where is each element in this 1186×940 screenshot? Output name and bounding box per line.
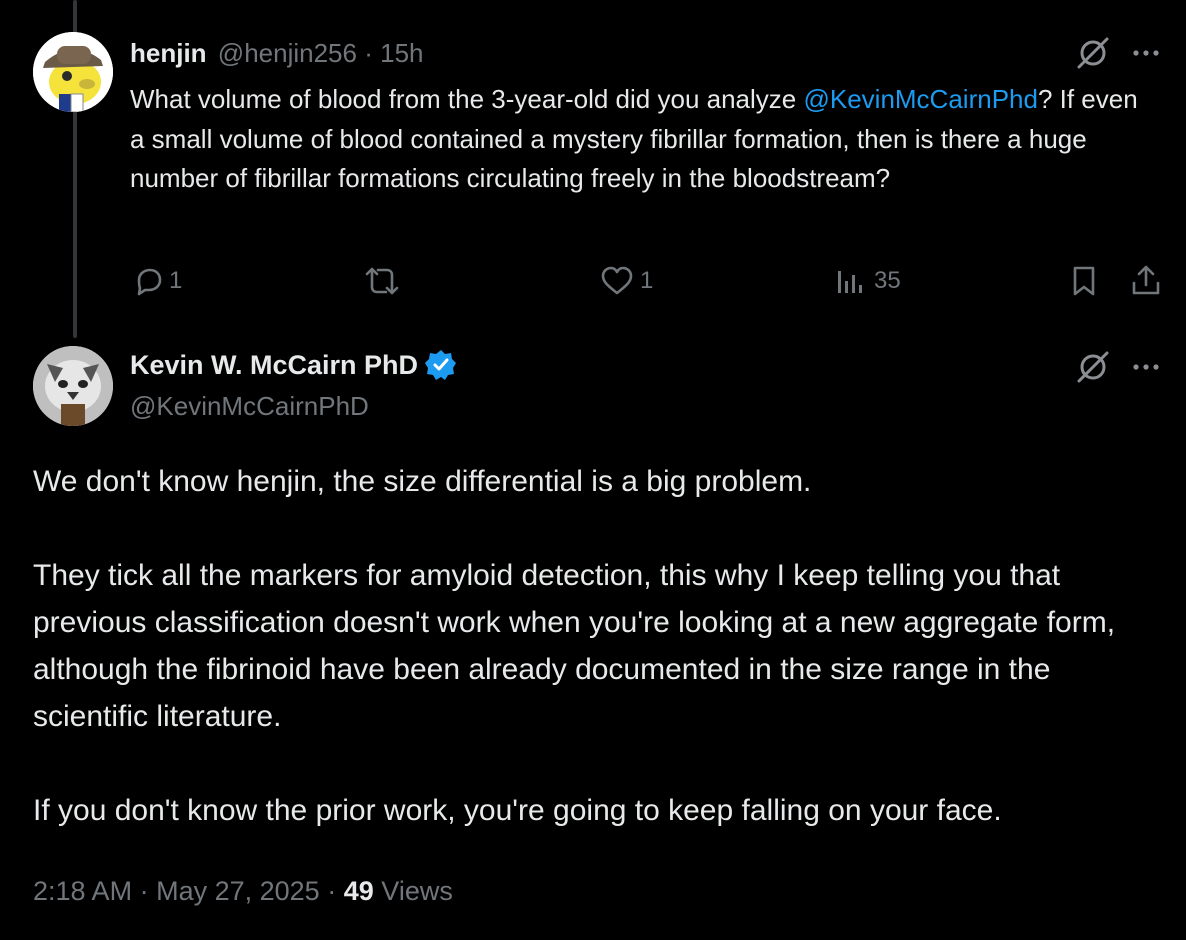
grok-icon[interactable]: [1075, 35, 1111, 71]
reply-button[interactable]: 1: [133, 265, 182, 297]
tweet-meta: 2:18 AM · May 27, 2025 · 49 Views: [33, 876, 453, 907]
reply-header: henjin @henjin256 · 15h: [130, 38, 424, 69]
share-icon: [1132, 265, 1160, 295]
reply-icon: [137, 268, 162, 296]
like-count: 1: [640, 267, 654, 294]
views-icon: [838, 271, 862, 293]
meta-dot-2: ·: [327, 876, 337, 906]
views-count: 35: [874, 267, 901, 294]
views-label: Views: [381, 876, 453, 906]
tweet-date[interactable]: May 27, 2025: [156, 876, 320, 906]
tweet-time[interactable]: 2:18 AM: [33, 876, 133, 906]
views-total: 49: [343, 876, 374, 906]
main-tweet-text: We don't know henjin, the size different…: [33, 458, 1163, 834]
reply-time[interactable]: 15h: [380, 38, 424, 68]
repost-button[interactable]: [364, 265, 404, 297]
more-icon[interactable]: [1128, 357, 1164, 377]
reply-count: 1: [169, 267, 183, 294]
thread-connector-line: [73, 0, 77, 338]
repost-icon: [365, 267, 399, 295]
reply-mention-link[interactable]: @KevinMcCairnPhd: [803, 84, 1038, 114]
verified-badge-icon[interactable]: [424, 348, 458, 382]
reply-display-name[interactable]: henjin: [130, 38, 207, 68]
main-paragraph-3: If you don't know the prior work, you're…: [33, 794, 1002, 827]
grok-icon[interactable]: [1075, 349, 1111, 385]
main-paragraph-2: They tick all the markers for amyloid de…: [33, 559, 1116, 733]
main-display-name[interactable]: Kevin W. McCairn PhD: [130, 349, 419, 380]
main-paragraph-1: We don't know henjin, the size different…: [33, 465, 812, 498]
like-button[interactable]: 1: [600, 265, 653, 297]
reply-text-suffix: ? If even a small volume of blood contai…: [130, 84, 1138, 193]
reply-text: What volume of blood from the 3-year-old…: [130, 80, 1140, 199]
share-button[interactable]: [1130, 264, 1162, 296]
main-handle[interactable]: @KevinMcCairnPhD: [130, 391, 369, 421]
main-author-row: Kevin W. McCairn PhD: [130, 348, 458, 382]
bookmark-icon: [1073, 266, 1095, 296]
more-icon[interactable]: [1128, 43, 1164, 63]
kevin-avatar[interactable]: [33, 346, 113, 426]
like-icon: [601, 266, 633, 295]
reply-separator: ·: [364, 38, 373, 68]
reply-handle[interactable]: @henjin256: [217, 38, 357, 68]
bookmark-button[interactable]: [1068, 265, 1100, 297]
henjin-avatar[interactable]: [33, 32, 113, 112]
meta-dot-1: ·: [139, 876, 149, 906]
reply-text-prefix: What volume of blood from the 3-year-old…: [130, 84, 804, 114]
views-button[interactable]: 35: [834, 265, 901, 297]
